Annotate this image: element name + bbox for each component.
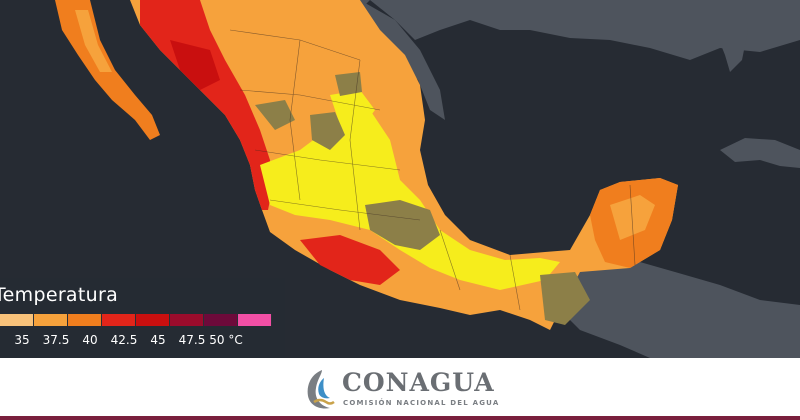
legend-tick-label: 37.5	[42, 333, 70, 347]
florida	[700, 0, 748, 72]
legend-swatch	[170, 314, 204, 326]
state-borders	[229, 29, 636, 311]
footer-accent-line	[0, 416, 800, 420]
legend-tick-label: 40	[82, 333, 98, 347]
brand-subtitle: COMISIÓN NACIONAL DEL AGUA	[343, 399, 500, 407]
legend-title: Temperatura	[0, 284, 119, 306]
cuba	[720, 138, 800, 168]
highland-cool-4	[540, 272, 590, 325]
usa-landmass	[0, 0, 800, 60]
mexico-mainland	[130, 0, 678, 330]
north-mild	[330, 90, 375, 130]
highland-cool-2	[310, 112, 345, 150]
highland-cool-5	[335, 72, 362, 96]
legend-swatch	[204, 314, 238, 326]
highland-cool-3	[255, 100, 295, 130]
brand-name: CONAGUA	[342, 368, 495, 397]
legend-swatch	[0, 314, 34, 326]
guerrero-hot	[300, 235, 400, 285]
sonora-red	[170, 40, 220, 90]
legend-tick-label: 50 °C	[209, 333, 243, 347]
legend-color-bar	[0, 314, 272, 326]
legend-swatch	[68, 314, 102, 326]
footer	[0, 358, 800, 420]
baja-mild	[75, 10, 112, 72]
conagua-logo-icon	[307, 370, 335, 409]
highland-cool-1	[365, 200, 440, 250]
temperature-map	[0, 0, 800, 358]
central-america	[560, 262, 800, 358]
legend-swatch	[136, 314, 170, 326]
legend-tick-label: 45	[150, 333, 166, 347]
pacific-hot-band	[140, 0, 272, 210]
legend-tick-label: 35	[14, 333, 30, 347]
legend-swatch	[238, 314, 272, 326]
central-mild	[260, 110, 560, 290]
legend-tick-label: 47.5	[178, 333, 206, 347]
legend-tick-label: 42.5	[110, 333, 138, 347]
legend-swatch	[102, 314, 136, 326]
legend-swatch	[34, 314, 68, 326]
yucatan-mild	[610, 195, 655, 240]
